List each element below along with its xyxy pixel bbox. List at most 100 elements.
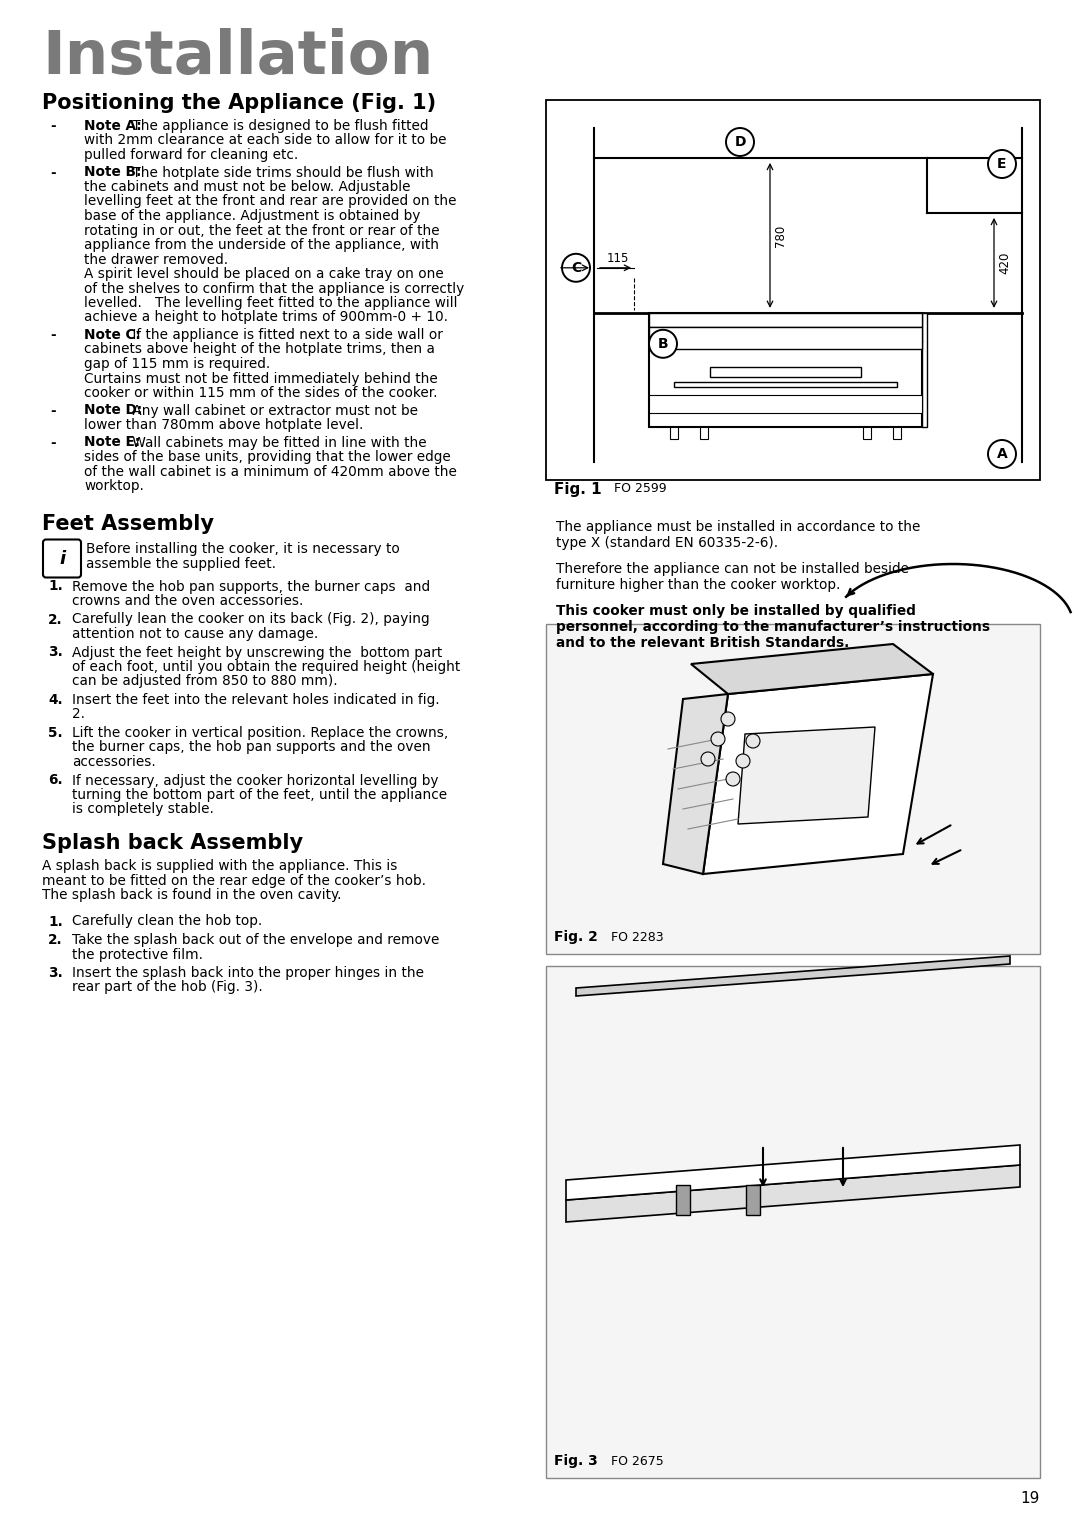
Bar bbox=[546, 623, 1040, 953]
Text: 5.: 5. bbox=[48, 726, 63, 740]
Text: A: A bbox=[997, 448, 1008, 461]
Text: The splash back is found in the oven cavity.: The splash back is found in the oven cav… bbox=[42, 888, 341, 902]
Text: is completely stable.: is completely stable. bbox=[72, 802, 214, 816]
Text: 1.: 1. bbox=[48, 914, 63, 929]
Circle shape bbox=[562, 254, 590, 281]
Bar bbox=[863, 426, 870, 439]
Text: Note C:: Note C: bbox=[84, 329, 140, 342]
Text: 115: 115 bbox=[607, 252, 630, 264]
Text: Fig. 3: Fig. 3 bbox=[554, 1455, 597, 1468]
Bar bbox=[674, 382, 897, 387]
Bar bbox=[746, 1186, 760, 1215]
Text: assemble the supplied feet.: assemble the supplied feet. bbox=[86, 558, 276, 571]
Bar bbox=[546, 99, 1040, 480]
Text: The hotplate side trims should be flush with: The hotplate side trims should be flush … bbox=[127, 165, 433, 179]
Text: Splash back Assembly: Splash back Assembly bbox=[42, 833, 303, 853]
Text: 780: 780 bbox=[774, 225, 787, 246]
Circle shape bbox=[735, 753, 750, 769]
Text: levelling feet at the front and rear are provided on the: levelling feet at the front and rear are… bbox=[84, 194, 457, 208]
Text: 3.: 3. bbox=[48, 966, 63, 979]
Text: levelled.   The levelling feet fitted to the appliance will: levelled. The levelling feet fitted to t… bbox=[84, 296, 458, 310]
Text: Note A:: Note A: bbox=[84, 119, 141, 133]
Text: E: E bbox=[997, 157, 1007, 171]
Text: the protective film.: the protective film. bbox=[72, 947, 203, 961]
Text: Curtains must not be fitted immediately behind the: Curtains must not be fitted immediately … bbox=[84, 371, 437, 385]
Text: the drawer removed.: the drawer removed. bbox=[84, 252, 228, 266]
Text: accessories.: accessories. bbox=[72, 755, 156, 769]
Bar bbox=[546, 966, 1040, 1478]
Text: Note E:: Note E: bbox=[84, 435, 140, 449]
Text: can be adjusted from 850 to 880 mm).: can be adjusted from 850 to 880 mm). bbox=[72, 674, 338, 689]
Polygon shape bbox=[566, 1164, 1020, 1222]
Bar bbox=[700, 426, 708, 439]
Text: The appliance must be installed in accordance to the
type X (standard EN 60335-2: The appliance must be installed in accor… bbox=[556, 520, 920, 550]
Text: sides of the base units, providing that the lower edge: sides of the base units, providing that … bbox=[84, 451, 450, 465]
Text: the cabinets and must not be below. Adjustable: the cabinets and must not be below. Adju… bbox=[84, 180, 410, 194]
Circle shape bbox=[988, 440, 1016, 468]
Text: i: i bbox=[59, 550, 65, 567]
Text: If necessary, adjust the cooker horizontal levelling by: If necessary, adjust the cooker horizont… bbox=[72, 773, 438, 787]
Text: gap of 115 mm is required.: gap of 115 mm is required. bbox=[84, 358, 270, 371]
Polygon shape bbox=[703, 674, 933, 874]
Circle shape bbox=[721, 712, 735, 726]
Polygon shape bbox=[738, 727, 875, 824]
Text: A splash back is supplied with the appliance. This is: A splash back is supplied with the appli… bbox=[42, 859, 397, 872]
Text: 6.: 6. bbox=[48, 773, 63, 787]
Text: Take the splash back out of the envelope and remove: Take the splash back out of the envelope… bbox=[72, 934, 440, 947]
Text: of the wall cabinet is a minimum of 420mm above the: of the wall cabinet is a minimum of 420m… bbox=[84, 465, 457, 478]
Text: meant to be fitted on the rear edge of the cooker’s hob.: meant to be fitted on the rear edge of t… bbox=[42, 874, 426, 888]
Text: crowns and the oven accessories.: crowns and the oven accessories. bbox=[72, 594, 303, 608]
Text: the burner caps, the hob pan supports and the oven: the burner caps, the hob pan supports an… bbox=[72, 741, 431, 755]
Text: Wall cabinets may be fitted in line with the: Wall cabinets may be fitted in line with… bbox=[127, 435, 427, 449]
Text: B: B bbox=[658, 336, 669, 351]
Bar bbox=[670, 426, 678, 439]
Text: D: D bbox=[734, 134, 746, 150]
Text: -: - bbox=[50, 403, 56, 417]
Text: Carefully clean the hob top.: Carefully clean the hob top. bbox=[72, 914, 262, 929]
Text: Lift the cooker in vertical position. Replace the crowns,: Lift the cooker in vertical position. Re… bbox=[72, 726, 448, 740]
Text: -: - bbox=[50, 329, 56, 342]
Text: Feet Assembly: Feet Assembly bbox=[42, 515, 214, 535]
Circle shape bbox=[711, 732, 725, 746]
Text: Positioning the Appliance (Fig. 1): Positioning the Appliance (Fig. 1) bbox=[42, 93, 436, 113]
Text: pulled forward for cleaning etc.: pulled forward for cleaning etc. bbox=[84, 148, 298, 162]
Text: cooker or within 115 mm of the sides of the cooker.: cooker or within 115 mm of the sides of … bbox=[84, 387, 437, 400]
Text: This cooker must only be installed by qualified
personnel, according to the manu: This cooker must only be installed by qu… bbox=[556, 604, 990, 651]
Circle shape bbox=[701, 752, 715, 766]
Bar bbox=[676, 1186, 690, 1215]
Text: -: - bbox=[50, 165, 56, 179]
Text: 19: 19 bbox=[1021, 1491, 1040, 1507]
Text: Therefore the appliance can not be installed beside
furniture higher than the co: Therefore the appliance can not be insta… bbox=[556, 562, 909, 593]
Polygon shape bbox=[691, 643, 933, 694]
Text: Carefully lean the cooker on its back (Fig. 2), paying: Carefully lean the cooker on its back (F… bbox=[72, 613, 430, 626]
Text: -: - bbox=[50, 435, 56, 449]
Text: attention not to cause any damage.: attention not to cause any damage. bbox=[72, 626, 319, 642]
Polygon shape bbox=[566, 1144, 1020, 1199]
Circle shape bbox=[649, 330, 677, 358]
Text: If the appliance is fitted next to a side wall or: If the appliance is fitted next to a sid… bbox=[127, 329, 443, 342]
Text: 2.: 2. bbox=[48, 934, 63, 947]
Text: base of the appliance. Adjustment is obtained by: base of the appliance. Adjustment is obt… bbox=[84, 209, 420, 223]
Text: A spirit level should be placed on a cake tray on one: A spirit level should be placed on a cak… bbox=[84, 267, 444, 281]
Text: of the shelves to confirm that the appliance is correctly: of the shelves to confirm that the appli… bbox=[84, 281, 464, 295]
Text: The appliance is designed to be flush fitted: The appliance is designed to be flush fi… bbox=[127, 119, 428, 133]
Circle shape bbox=[726, 128, 754, 156]
Text: Fig. 1: Fig. 1 bbox=[554, 481, 602, 497]
Text: with 2mm clearance at each side to allow for it to be: with 2mm clearance at each side to allow… bbox=[84, 133, 446, 148]
Polygon shape bbox=[663, 694, 728, 874]
Text: 420: 420 bbox=[998, 252, 1011, 274]
Text: turning the bottom part of the feet, until the appliance: turning the bottom part of the feet, unt… bbox=[72, 788, 447, 802]
Text: Note D:: Note D: bbox=[84, 403, 143, 417]
Text: 2.: 2. bbox=[48, 613, 63, 626]
Text: FO 2283: FO 2283 bbox=[611, 931, 663, 944]
Text: FO 2675: FO 2675 bbox=[611, 1455, 664, 1468]
Text: Adjust the feet height by unscrewing the  bottom part: Adjust the feet height by unscrewing the… bbox=[72, 645, 442, 660]
Text: achieve a height to hotplate trims of 900mm-0 + 10.: achieve a height to hotplate trims of 90… bbox=[84, 310, 448, 324]
FancyBboxPatch shape bbox=[43, 539, 81, 578]
Text: 3.: 3. bbox=[48, 645, 63, 660]
Text: Insert the splash back into the proper hinges in the: Insert the splash back into the proper h… bbox=[72, 966, 424, 979]
Text: worktop.: worktop. bbox=[84, 478, 144, 494]
Text: Before installing the cooker, it is necessary to: Before installing the cooker, it is nece… bbox=[86, 542, 400, 556]
Text: 4.: 4. bbox=[48, 694, 63, 707]
Circle shape bbox=[726, 772, 740, 785]
